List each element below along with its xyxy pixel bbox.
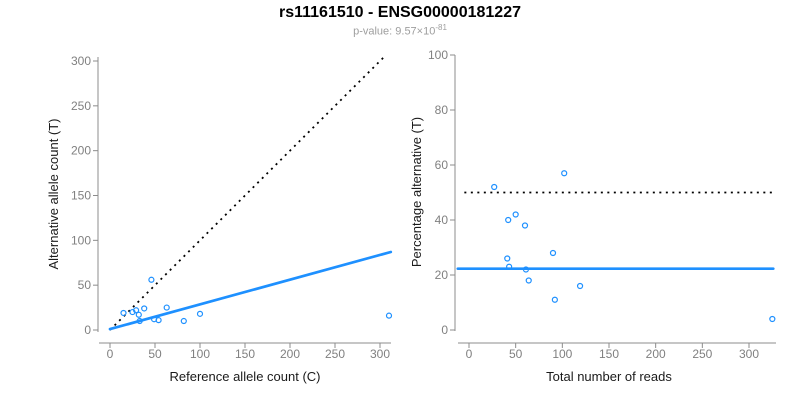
data-point	[141, 305, 148, 312]
x-tick-label: 50	[509, 347, 523, 361]
allele-count-scatter: 0 50 100 150 200 250 300 0 50 100 150 200 250 300 Refe…	[46, 54, 393, 384]
x-tick-label: 0	[466, 347, 473, 361]
y-tick-label: 300	[71, 54, 91, 68]
y-tick-label: 100	[71, 233, 91, 247]
y-axis-title: Percentage alternative (T)	[409, 117, 424, 267]
data-point	[491, 183, 498, 191]
data-point	[551, 296, 558, 303]
data-point	[522, 266, 530, 273]
y-tick-label: 40	[435, 213, 449, 227]
y-tick-label: 60	[435, 158, 449, 172]
data-point	[196, 310, 204, 317]
x-tick-label: 150	[235, 347, 255, 361]
y-tick-label: 250	[71, 99, 91, 113]
x-tick-label: 250	[692, 347, 712, 361]
data-point	[155, 317, 162, 324]
y-axis-title: Alternative allele count (T)	[46, 118, 61, 269]
data-point	[504, 255, 511, 262]
data-point	[180, 317, 187, 325]
x-tick-label: 300	[370, 347, 390, 361]
data-point	[505, 216, 512, 224]
data-point	[120, 309, 127, 317]
data-point	[512, 211, 519, 218]
data-point	[506, 263, 513, 270]
page-title: rs11161510 - ENSG00000181227	[279, 4, 521, 21]
x-tick-label: 150	[599, 347, 619, 361]
y-tick-label: 0	[441, 323, 448, 337]
y-tick-label: 80	[435, 103, 449, 117]
pvalue-text: p-value: 9.57×10	[353, 25, 436, 38]
x-tick-label: 50	[148, 347, 162, 361]
data-point	[521, 222, 529, 229]
data-point	[135, 311, 142, 318]
y-tick-label: 0	[84, 323, 91, 337]
x-axis-title: Reference allele count (C)	[169, 369, 320, 384]
y-tick-label: 20	[435, 268, 449, 282]
data-point	[163, 304, 170, 311]
data-point	[133, 307, 140, 314]
data-point	[148, 276, 155, 283]
regression-line	[108, 250, 393, 331]
x-tick-label: 200	[646, 347, 666, 361]
x-tick-label: 100	[552, 347, 572, 361]
data-point	[576, 282, 584, 290]
pvalue-subtitle: p-value: 9.57×10-81	[0, 23, 800, 38]
y-tick-label: 200	[71, 144, 91, 158]
percentage-scatter: 0 50 100 150 200 250 300 0 20 40 60 80 100 Total numb…	[409, 48, 776, 384]
data-point	[769, 315, 776, 323]
y-tick-label: 150	[71, 188, 91, 202]
x-tick-label: 250	[325, 347, 345, 361]
x-tick-label: 100	[190, 347, 210, 361]
x-tick-label: 0	[107, 347, 114, 361]
y-tick-label: 100	[428, 48, 448, 62]
data-point	[525, 277, 532, 284]
data-point	[136, 317, 143, 325]
data-point	[385, 312, 393, 319]
data-point	[549, 249, 557, 257]
pvalue-exponent: -81	[435, 23, 447, 32]
x-tick-label: 200	[280, 347, 300, 361]
data-point	[561, 170, 568, 177]
x-tick-label: 300	[739, 347, 759, 361]
x-axis-title: Total number of reads	[546, 369, 672, 384]
y-tick-label: 50	[78, 278, 92, 292]
identity-line	[109, 55, 386, 331]
